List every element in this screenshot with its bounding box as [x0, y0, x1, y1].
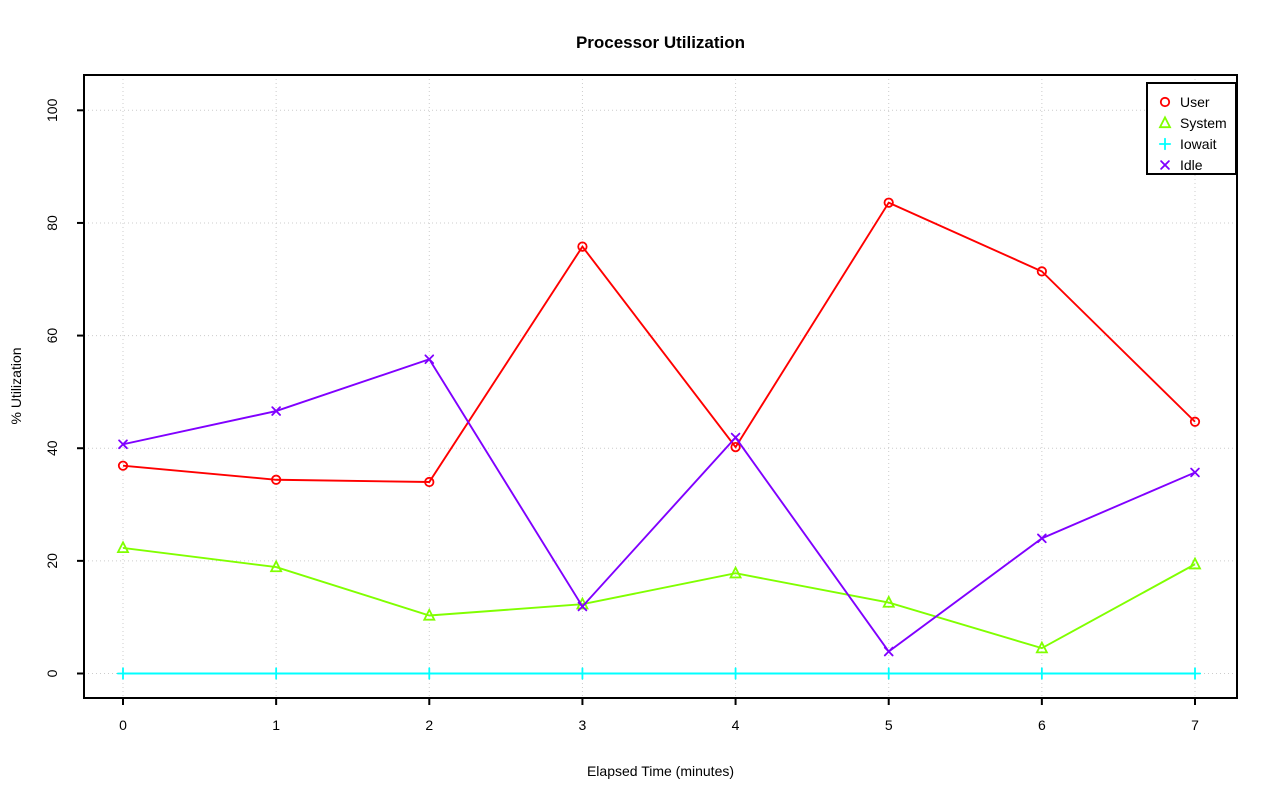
series-line-system	[122, 546, 1196, 650]
plus-marker-icon	[882, 667, 895, 680]
triangle-marker-icon	[729, 565, 743, 579]
x-marker-icon	[118, 439, 128, 450]
circle-marker-icon	[1159, 96, 1171, 107]
x-tick-label: 6	[1038, 717, 1046, 733]
plus-marker-icon	[116, 667, 130, 680]
circle-marker-icon	[1159, 96, 1171, 107]
circle-marker-icon	[577, 241, 588, 252]
plus-marker-icon	[423, 667, 436, 680]
legend-label-idle: Idle	[1180, 156, 1203, 173]
plus-marker-icon	[1158, 137, 1172, 150]
triangle-marker-icon	[1188, 556, 1202, 570]
x-marker-icon	[1037, 533, 1047, 544]
triangle-marker-icon	[1035, 640, 1049, 654]
legend-item-system: System	[1155, 112, 1235, 133]
chart-title: Processor Utilization	[575, 33, 746, 52]
series-line-user	[122, 201, 1196, 483]
x-tick-label: 5	[885, 717, 893, 733]
circle-marker-icon	[1036, 266, 1047, 277]
y-axis-label: % Utilization	[8, 347, 24, 425]
legend-item-iowait: Iowait	[1155, 133, 1235, 154]
circle-marker-icon	[271, 474, 282, 485]
series-markers-user	[117, 197, 1201, 488]
circle-marker-icon	[883, 197, 894, 208]
triangle-marker-icon	[269, 559, 283, 573]
legend-label-iowait: Iowait	[1180, 135, 1217, 152]
axis-ticks	[77, 109, 1196, 705]
plot-box	[83, 74, 1238, 699]
x-tick-label: 2	[425, 717, 433, 733]
x-marker-icon	[1160, 159, 1170, 170]
legend: User System Iowait Idle	[1146, 82, 1237, 175]
y-tick-label: 40	[44, 440, 60, 456]
x-marker-icon	[1160, 159, 1170, 170]
legend-label-user: User	[1180, 93, 1210, 110]
x-tick-label: 4	[732, 717, 740, 733]
series-markers-system	[116, 540, 1202, 654]
circle-marker-icon	[1189, 416, 1201, 427]
series-markers-idle	[118, 354, 1200, 657]
circle-marker-icon	[424, 476, 435, 488]
triangle-marker-icon	[1158, 114, 1172, 128]
y-tick-label: 60	[44, 328, 60, 344]
legend-item-user: User	[1155, 91, 1235, 112]
series-line-idle	[122, 358, 1196, 653]
y-tick-label: 100	[44, 98, 60, 122]
x-marker-icon	[730, 432, 741, 443]
x-axis-label: Elapsed Time (minutes)	[586, 763, 735, 779]
gridlines	[84, 75, 1237, 698]
x-marker-icon	[424, 354, 435, 365]
plus-marker-icon	[270, 667, 283, 680]
x-tick-label: 7	[1191, 717, 1199, 733]
legend-item-idle: Idle	[1155, 154, 1235, 175]
plus-marker-icon	[1035, 667, 1048, 680]
y-tick-label: 20	[44, 553, 60, 569]
x-marker-icon	[271, 406, 281, 416]
y-tick-label: 80	[44, 215, 60, 231]
x-tick-label: 3	[579, 717, 587, 733]
circle-marker-icon	[730, 441, 741, 453]
legend-label-system: System	[1180, 114, 1227, 131]
triangle-marker-icon	[116, 540, 130, 554]
plus-marker-icon	[1188, 667, 1202, 680]
triangle-marker-icon	[422, 607, 436, 621]
x-marker-icon	[577, 601, 588, 612]
plus-marker-icon	[576, 667, 589, 680]
x-tick-label: 0	[119, 717, 127, 733]
plus-marker-icon	[729, 667, 742, 680]
series-markers-iowait	[116, 667, 1202, 680]
x-tick-label: 1	[272, 717, 280, 733]
x-marker-icon	[883, 646, 894, 657]
triangle-marker-icon	[882, 594, 896, 608]
y-tick-label: 0	[44, 669, 60, 677]
triangle-marker-icon	[1158, 114, 1172, 128]
circle-marker-icon	[117, 460, 129, 471]
tick-labels: 0 1 2 3 4 5 6 7 0 20 40 60 80 100	[44, 98, 1199, 733]
x-marker-icon	[1190, 467, 1200, 478]
plus-marker-icon	[1158, 137, 1172, 150]
